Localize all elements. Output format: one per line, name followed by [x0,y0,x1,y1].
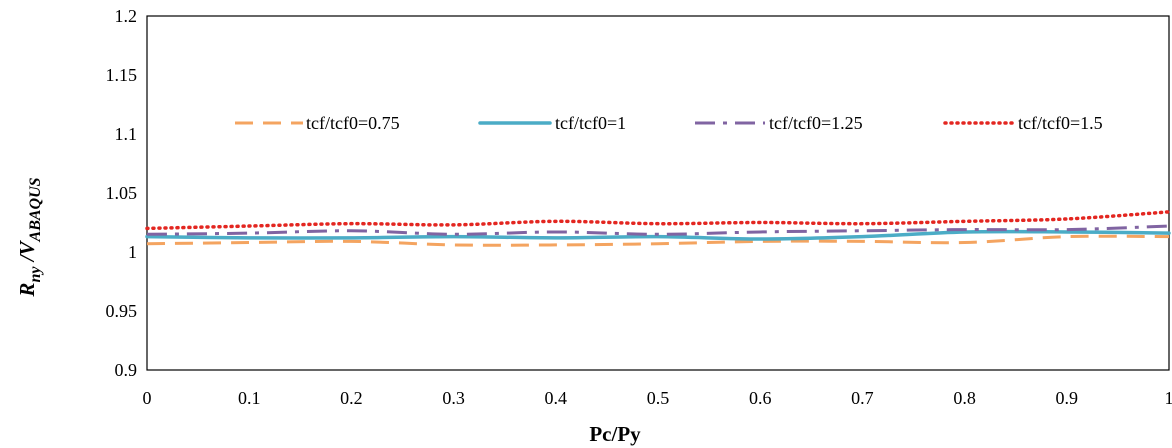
x-axis-title: Pc/Py [589,422,641,446]
x-tick-label: 0.9 [1056,388,1079,408]
x-tick-label: 0.7 [851,388,874,408]
plot-area [146,15,1170,371]
x-tick-label: 0.5 [647,388,670,408]
y-tick-label: 0.95 [106,301,138,321]
x-tick-label: 0.8 [953,388,976,408]
legend-label-3: tcf/tcf0=1.25 [769,113,863,133]
y-tick-label: 1.2 [115,6,138,26]
x-axis-ticks: 0 0.1 0.2 0.3 0.4 0.5 0.6 0.7 0.8 0.9 1 [143,388,1172,408]
y-tick-label: 1.15 [106,65,138,85]
y-tick-label: 1.1 [115,124,138,144]
legend: tcf/tcf0=0.75 tcf/tcf0=1 tcf/tcf0=1.25 tcf/… [235,113,1103,133]
series-layer [145,210,1171,247]
y-axis-title-main: R [15,283,39,298]
y-tick-label: 1.05 [106,183,138,203]
y-axis-title: Rny /VABAQUS [15,177,44,297]
series-line-3 [146,224,1170,236]
x-tick-label: 0.6 [749,388,772,408]
x-tick-label: 0.3 [442,388,465,408]
y-tick-label: 0.9 [115,360,138,380]
legend-label-2: tcf/tcf0=1 [555,113,626,133]
y-axis-title-separator-subscript: ABAQUS [27,177,44,242]
series-line-4 [145,210,1171,231]
legend-label-4: tcf/tcf0=1.5 [1018,113,1103,133]
series-line-2 [145,229,1171,241]
x-tick-label: 0.1 [238,388,261,408]
legend-label-1: tcf/tcf0=0.75 [306,113,400,133]
x-tick-label: 1 [1165,388,1172,408]
x-tick-label: 0 [143,388,152,408]
y-axis-ticks: 0.9 0.95 1 1.05 1.1 1.15 1.2 [106,6,138,380]
y-tick-label: 1 [128,242,137,262]
y-axis-title-separator: /V [15,239,39,266]
series-line-1 [146,234,1170,247]
x-tick-label: 0.2 [340,388,363,408]
y-axis-title-main-subscript: ny [27,266,44,283]
x-tick-label: 0.4 [545,388,568,408]
